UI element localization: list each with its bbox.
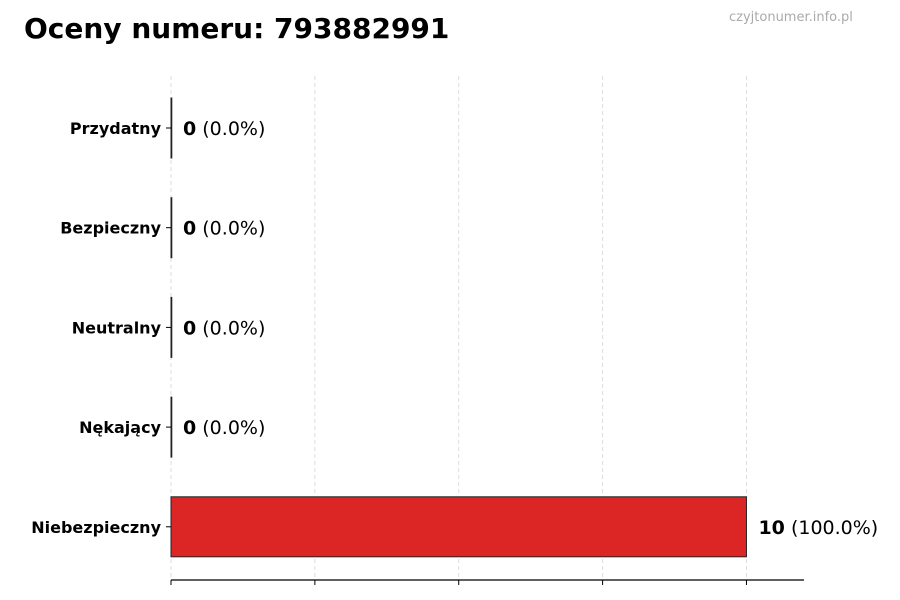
value-label: 0 [183, 218, 196, 240]
data-label: 0 (0.0%) [183, 218, 265, 240]
value-label: 0 [183, 417, 196, 439]
bar-nękający [170, 396, 173, 458]
category-label: Przydatny [70, 119, 162, 138]
bar-neutralny [170, 296, 173, 358]
data-label: 0 (0.0%) [183, 118, 265, 140]
bar-niebezpieczny [170, 496, 747, 558]
category-label: Nękający [79, 418, 161, 437]
bar-bezpieczny [170, 197, 173, 259]
chart-title: Oceny numeru: 793882991 [24, 12, 450, 45]
data-label: 10 (100.0%) [758, 517, 878, 539]
percent-label: (0.0%) [196, 118, 265, 140]
percent-label: (100.0%) [785, 517, 878, 539]
data-label: 0 (0.0%) [183, 317, 265, 339]
category-label: Neutralny [72, 318, 162, 337]
percent-label: (0.0%) [196, 417, 265, 439]
category-label: Niebezpieczny [31, 518, 161, 537]
value-label: 0 [183, 317, 196, 339]
percent-label: (0.0%) [196, 218, 265, 240]
percent-label: (0.0%) [196, 317, 265, 339]
value-label: 0 [183, 118, 196, 140]
watermark: czyjtonumer.info.pl [729, 10, 853, 25]
bar-przydatny [170, 97, 173, 159]
category-label: Bezpieczny [60, 219, 161, 238]
data-label: 0 (0.0%) [183, 417, 265, 439]
value-label: 10 [758, 517, 784, 539]
